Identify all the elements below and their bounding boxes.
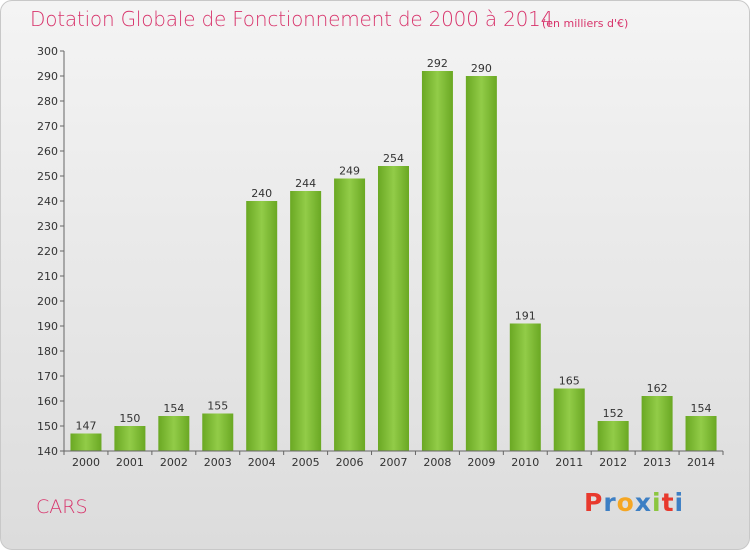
x-tick-label: 2008 (423, 456, 451, 469)
x-tick-label: 2013 (643, 456, 671, 469)
y-tick-label: 290 (37, 70, 58, 83)
data-label-2000: 147 (75, 420, 96, 433)
x-tick-label: 2000 (72, 456, 100, 469)
data-labels: 147 150 154 155 240 244 249 254 292 290 191 165 152 1… (75, 57, 711, 433)
x-axis: 2000 2001 2002 2003 2004 2005 2006 2007 2008 2009… (63, 450, 724, 469)
brand-letter: t (661, 488, 675, 517)
y-tick-label: 220 (37, 245, 58, 258)
data-label-2011: 165 (559, 375, 580, 388)
y-tick-label: 260 (37, 145, 58, 158)
commune-name: CARS (36, 496, 88, 518)
data-label-2009: 290 (471, 62, 492, 75)
y-tick-label: 300 (37, 45, 58, 58)
data-label-2005: 244 (295, 177, 316, 190)
x-tick-label: 2014 (687, 456, 715, 469)
x-tick-label: 2012 (599, 456, 627, 469)
bar-2012 (597, 421, 629, 451)
y-tick-label: 140 (37, 445, 58, 458)
y-tick-label: 160 (37, 395, 58, 408)
y-axis: 140 150 160 170 180 190 200 210 220 230 240 250 260 2… (37, 45, 65, 458)
data-label-2013: 162 (647, 382, 668, 395)
bar-2013 (641, 396, 673, 451)
data-label-2008: 292 (427, 57, 448, 70)
y-tick-label: 210 (37, 270, 58, 283)
data-label-2006: 249 (339, 165, 360, 178)
y-tick-label: 200 (37, 295, 58, 308)
chart-title: Dotation Globale de Fonctionnement de 20… (30, 7, 554, 31)
bar-2005 (290, 191, 322, 451)
x-tick-label: 2002 (160, 456, 188, 469)
bar-2014 (685, 416, 717, 451)
bars (70, 71, 717, 451)
y-tick-label: 240 (37, 195, 58, 208)
data-label-2012: 152 (603, 407, 624, 420)
x-tick-label: 2007 (380, 456, 408, 469)
y-tick-label: 190 (37, 320, 58, 333)
bar-2000 (70, 433, 102, 451)
bar-2006 (334, 178, 366, 451)
unit-label: (en milliers d'€) (542, 17, 629, 30)
data-label-2014: 154 (691, 402, 712, 415)
y-tick-label: 150 (37, 420, 58, 433)
data-label-2007: 254 (383, 152, 404, 165)
brand-letter: i (652, 488, 662, 517)
data-label-2001: 150 (119, 412, 140, 425)
data-label-2010: 191 (515, 310, 536, 323)
bar-2009 (465, 76, 497, 451)
y-tick-label: 270 (37, 120, 58, 133)
bar-2010 (509, 323, 541, 451)
bar-2008 (421, 71, 453, 451)
bar-2011 (553, 388, 585, 451)
data-label-2003: 155 (207, 400, 228, 413)
bar-2001 (114, 426, 146, 451)
x-tick-label: 2004 (248, 456, 276, 469)
brand-letter: i (674, 488, 685, 517)
brand-letter: o (616, 488, 635, 517)
x-tick-label: 2009 (467, 456, 495, 469)
bar-2003 (202, 413, 234, 451)
data-label-2004: 240 (251, 187, 272, 200)
y-tick-label: 230 (37, 220, 58, 233)
x-tick-label: 2001 (116, 456, 144, 469)
x-tick-label: 2006 (336, 456, 364, 469)
y-tick-label: 180 (37, 345, 58, 358)
x-tick-label: 2011 (555, 456, 583, 469)
brand-letter: r (603, 488, 617, 517)
x-tick-label: 2010 (511, 456, 539, 469)
brand-logo: Proxiti (584, 488, 684, 517)
data-label-2002: 154 (163, 402, 184, 415)
y-tick-label: 250 (37, 170, 58, 183)
brand-letter: P (584, 488, 604, 517)
bar-2004 (246, 201, 278, 451)
y-tick-label: 170 (37, 370, 58, 383)
bar-2002 (158, 416, 190, 451)
x-tick-label: 2003 (204, 456, 232, 469)
brand-letter: x (634, 488, 652, 517)
bar-2007 (378, 166, 409, 451)
y-tick-label: 280 (37, 95, 58, 108)
x-tick-label: 2005 (292, 456, 320, 469)
